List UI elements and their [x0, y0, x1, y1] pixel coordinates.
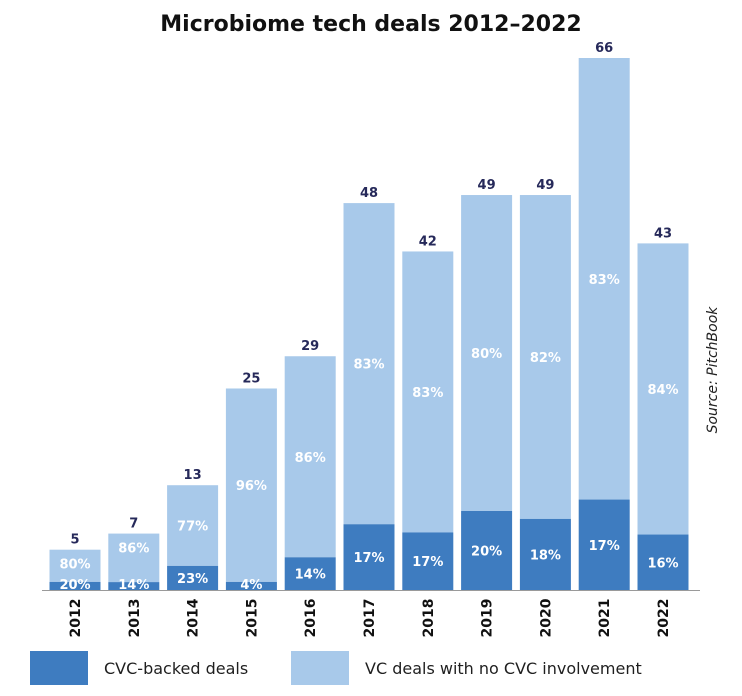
bar-vc-2016 — [284, 356, 336, 558]
total-label-2016: 29 — [301, 339, 319, 354]
bar-vc-2015 — [225, 388, 277, 582]
labels-layer: 5 80% 20% 2012 7 86% 14% 2013 13 77% 23% 2014 25 96% 4… — [59, 41, 678, 637]
bar-vc-2021 — [578, 58, 630, 500]
bar-vc-2018 — [402, 251, 454, 533]
legend-item-vc: VC deals with no CVC involvement — [291, 651, 642, 685]
x-tick-2021: 2021 — [597, 599, 613, 638]
x-tick-2020: 2020 — [538, 598, 554, 637]
bar-vc-2019 — [461, 195, 513, 512]
total-label-2021: 66 — [595, 41, 613, 56]
total-label-2015: 25 — [242, 371, 260, 386]
total-label-2014: 13 — [184, 468, 202, 483]
total-label-2012: 5 — [70, 533, 79, 548]
x-tick-2018: 2018 — [421, 599, 437, 638]
vc-share-label-2013: 86% — [118, 542, 149, 557]
cvc-share-label-2017: 17% — [353, 551, 384, 566]
x-tick-2016: 2016 — [303, 599, 319, 638]
source-note: Source: PitchBook — [705, 306, 721, 434]
total-label-2013: 7 — [129, 517, 138, 532]
legend-swatch-vc — [291, 651, 349, 685]
cvc-share-label-2020: 18% — [530, 548, 561, 563]
legend-label-vc: VC deals with no CVC involvement — [365, 658, 642, 678]
legend-label-cvc: CVC-backed deals — [104, 658, 249, 678]
vc-share-label-2015: 96% — [236, 479, 267, 494]
x-tick-2013: 2013 — [127, 599, 143, 638]
vc-share-label-2021: 83% — [589, 273, 620, 288]
total-label-2018: 42 — [419, 234, 437, 249]
bar-cvc-2012 — [49, 581, 101, 590]
bar-cvc-2013 — [108, 582, 160, 590]
bar-cvc-2020 — [519, 518, 571, 590]
chart-title: Microbiome tech deals 2012–2022 — [160, 12, 582, 37]
vc-share-label-2017: 83% — [353, 358, 384, 373]
x-tick-2015: 2015 — [244, 599, 260, 638]
vc-share-label-2022: 84% — [647, 383, 678, 398]
x-tick-2019: 2019 — [480, 599, 496, 638]
cvc-share-label-2018: 17% — [412, 555, 443, 570]
cvc-share-label-2015: 4% — [240, 578, 262, 593]
bar-vc-2014 — [167, 485, 219, 566]
legend-swatch-cvc — [30, 651, 88, 685]
bar-cvc-2016 — [284, 557, 336, 590]
cvc-share-label-2013: 14% — [118, 578, 149, 593]
total-label-2017: 48 — [360, 186, 378, 201]
x-tick-2017: 2017 — [362, 599, 378, 638]
total-label-2019: 49 — [478, 178, 496, 193]
bar-vc-2022 — [637, 243, 689, 535]
bar-vc-2013 — [108, 533, 160, 583]
bar-cvc-2021 — [578, 499, 630, 590]
total-label-2020: 49 — [536, 178, 554, 193]
bar-cvc-2018 — [402, 532, 454, 590]
bar-vc-2012 — [49, 549, 101, 582]
bars-layer — [49, 58, 689, 590]
cvc-share-label-2014: 23% — [177, 572, 208, 587]
x-tick-2012: 2012 — [68, 599, 84, 638]
vc-share-label-2012: 80% — [59, 558, 90, 573]
cvc-share-label-2016: 14% — [295, 568, 326, 583]
total-label-2022: 43 — [654, 226, 672, 241]
stacked-bar-chart: 5 80% 20% 2012 7 86% 14% 2013 13 77% 23% 2014 25 96% 4… — [42, 41, 700, 637]
cvc-share-label-2019: 20% — [471, 545, 502, 560]
bar-cvc-2015 — [225, 581, 277, 590]
bar-cvc-2022 — [637, 534, 689, 590]
cvc-share-label-2021: 17% — [589, 539, 620, 554]
x-tick-2022: 2022 — [656, 599, 672, 638]
bar-cvc-2014 — [167, 565, 219, 590]
vc-share-label-2018: 83% — [412, 386, 443, 401]
vc-share-label-2020: 82% — [530, 351, 561, 366]
x-tick-2014: 2014 — [186, 598, 202, 637]
bar-cvc-2017 — [343, 524, 395, 590]
vc-share-label-2019: 80% — [471, 347, 502, 362]
vc-share-label-2014: 77% — [177, 520, 208, 535]
cvc-share-label-2022: 16% — [647, 556, 678, 571]
bar-cvc-2019 — [461, 511, 513, 590]
bar-vc-2020 — [519, 195, 571, 519]
legend-item-cvc: CVC-backed deals — [30, 651, 248, 685]
bar-vc-2017 — [343, 203, 395, 525]
vc-share-label-2016: 86% — [295, 451, 326, 466]
cvc-share-label-2012: 20% — [59, 578, 90, 593]
